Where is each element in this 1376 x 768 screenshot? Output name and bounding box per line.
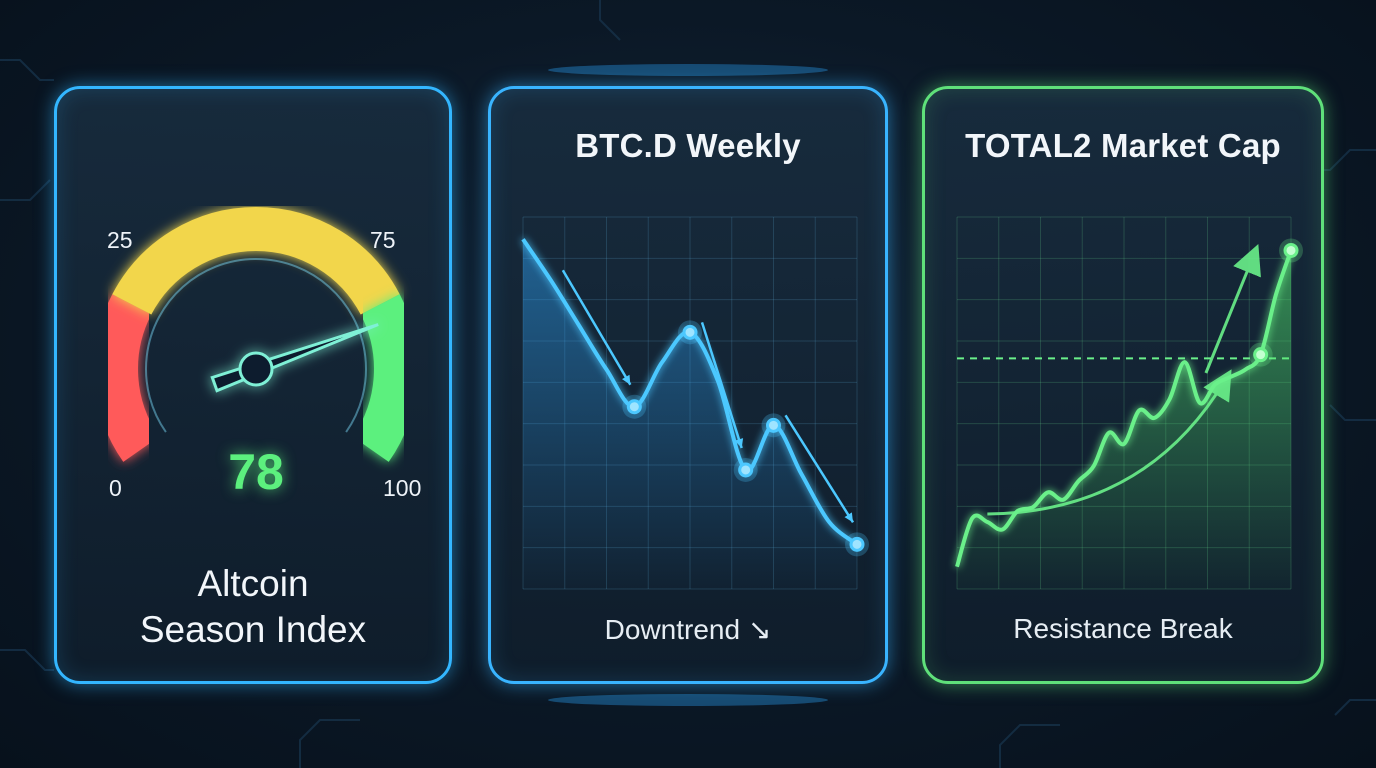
gauge-inner-ring <box>145 258 367 433</box>
total2-market-cap-panel: TOTAL2 Market Cap Resistance Break <box>922 86 1324 684</box>
downtrend-arrow-shaft <box>700 321 743 449</box>
downtrend-arrow-shaft <box>784 414 855 524</box>
gauge-value: 78 <box>228 444 284 500</box>
gauge-label-line1: Altcoin <box>197 563 309 604</box>
gauge-tick-75: 75 <box>370 227 396 253</box>
btcd-data-point <box>626 399 642 415</box>
needle-hub <box>238 351 274 387</box>
t2-data-point <box>1253 347 1269 363</box>
downtrend-arrow-head <box>844 512 853 523</box>
gauge-label-line2: Season Index <box>139 609 367 650</box>
btcd-data-point <box>682 324 698 340</box>
btcd-data-point <box>849 536 865 552</box>
gauge-band-yellow <box>112 207 400 315</box>
gauge-needle <box>210 323 379 393</box>
btcd-data-point <box>738 462 754 478</box>
gauge-band-red <box>94 294 160 462</box>
downtrend-arrow-head <box>734 438 744 448</box>
downtrend-arrow-head <box>622 374 631 385</box>
btcd-area <box>523 239 857 590</box>
btcd-data-point <box>766 417 781 433</box>
total2-area <box>957 250 1291 589</box>
gauge-tick-0: 0 <box>109 475 122 501</box>
btcd-chart <box>521 216 869 590</box>
total2-chart <box>955 216 1303 590</box>
gauge-tick-25: 25 <box>107 227 133 253</box>
total2-breakout-arrow <box>1204 244 1261 374</box>
total2-series-line <box>955 249 1293 568</box>
downtrend-arrow-shaft <box>561 269 632 386</box>
gauge-svg <box>94 207 418 462</box>
btcd-caption: Downtrend ↘ <box>604 614 772 645</box>
gauge-band-green <box>352 294 418 462</box>
total2-trend-arrow <box>987 369 1232 516</box>
btcd-weekly-panel: BTC.D Weekly Downtrend ↘ <box>488 86 888 684</box>
total2-title: TOTAL2 Market Cap <box>965 127 1281 164</box>
altcoin-season-index-panel: 25 75 0 100 78 Altcoin Season Index <box>54 86 452 684</box>
total2-caption: Resistance Break <box>1013 613 1233 644</box>
btcd-title: BTC.D Weekly <box>575 127 801 164</box>
btcd-downtrend-arrows <box>561 269 855 524</box>
gauge-tick-100: 100 <box>383 475 422 501</box>
gauge-label: Altcoin Season Index <box>57 561 449 653</box>
t2-data-point <box>1283 242 1299 258</box>
